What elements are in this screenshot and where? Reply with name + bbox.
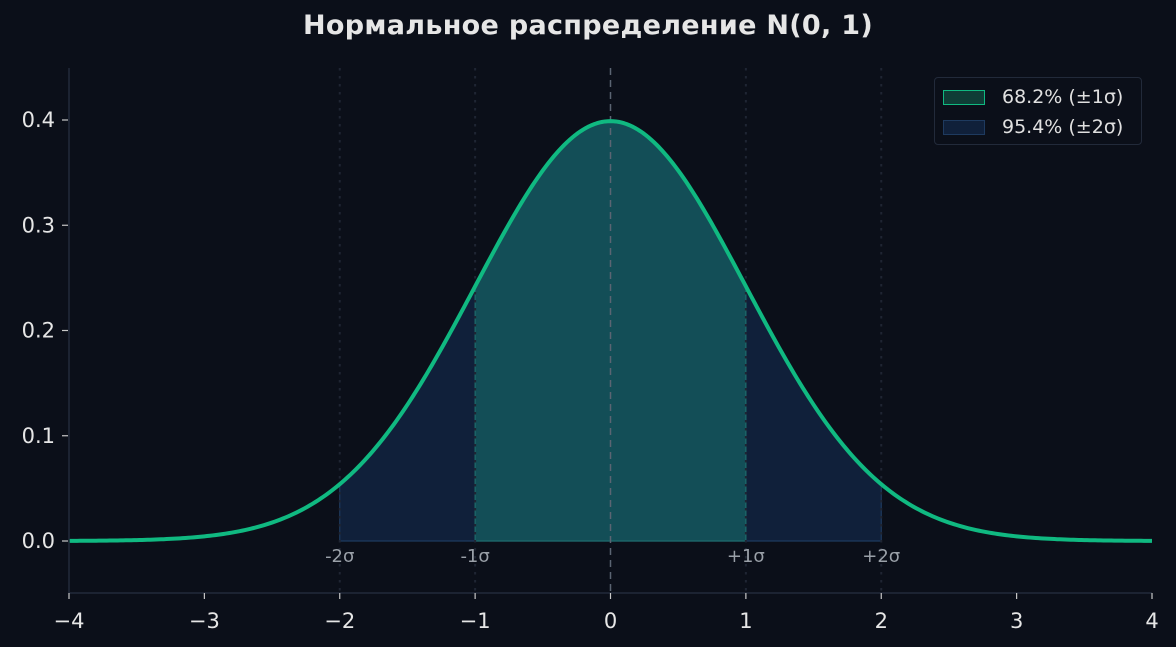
x-tick-label: −4 bbox=[54, 609, 85, 633]
sigma-annotation: +1σ bbox=[727, 546, 765, 567]
x-tick-label: 1 bbox=[739, 609, 752, 633]
x-tick-label: 4 bbox=[1145, 609, 1158, 633]
x-tick-label: 3 bbox=[1010, 609, 1023, 633]
y-tick-label: 0.0 bbox=[22, 529, 55, 553]
y-tick-label: 0.4 bbox=[22, 108, 55, 132]
legend: 68.2% (±1σ) 95.4% (±2σ) bbox=[934, 77, 1142, 145]
sigma-annotation: -1σ bbox=[460, 546, 489, 567]
y-tick-label: 0.1 bbox=[22, 424, 55, 448]
x-tick-label: −2 bbox=[324, 609, 355, 633]
legend-label-1sigma: 68.2% (±1σ) bbox=[1002, 86, 1124, 108]
pdf-curve bbox=[68, 119, 1153, 543]
legend-label-2sigma: 95.4% (±2σ) bbox=[1002, 116, 1124, 138]
y-tick-label: 0.2 bbox=[22, 319, 55, 343]
x-tick-label: −1 bbox=[460, 609, 491, 633]
legend-item-2sigma: 95.4% (±2σ) bbox=[943, 116, 1123, 138]
x-tick-label: 0 bbox=[604, 609, 617, 633]
x-tick-label: 2 bbox=[875, 609, 888, 633]
sigma-annotation: +2σ bbox=[862, 546, 900, 567]
chart-title: Нормальное распределение N(0, 1) bbox=[303, 10, 873, 41]
y-tick-label: 0.3 bbox=[22, 213, 55, 237]
x-tick-label: −3 bbox=[189, 609, 220, 633]
sigma-annotation: -2σ bbox=[325, 546, 354, 567]
legend-swatch-2sigma bbox=[943, 119, 985, 135]
legend-item-1sigma: 68.2% (±1σ) bbox=[943, 86, 1123, 108]
legend-swatch-1sigma bbox=[943, 89, 985, 105]
